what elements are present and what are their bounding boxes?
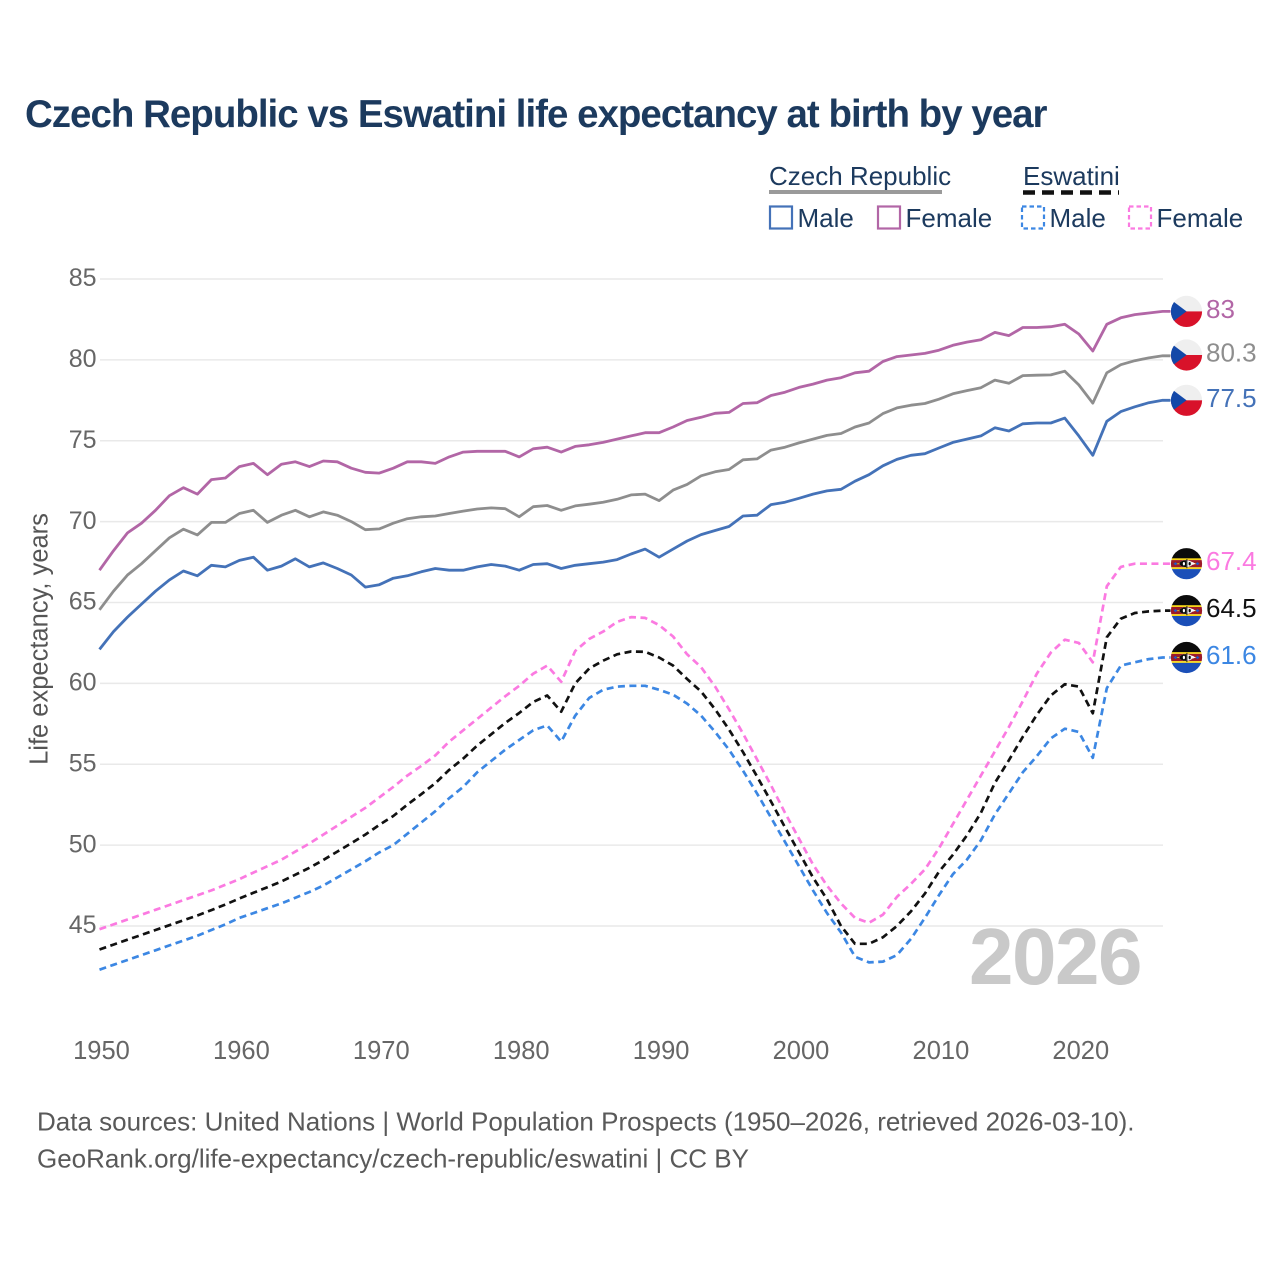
svg-text:Czech Republic vs Eswatini lif: Czech Republic vs Eswatini life expectan… [25, 93, 1048, 136]
svg-text:77.5: 77.5 [1206, 383, 1257, 413]
svg-text:75: 75 [69, 426, 97, 454]
svg-text:2010: 2010 [913, 1037, 970, 1065]
svg-text:67.4: 67.4 [1206, 546, 1257, 576]
svg-text:Female: Female [1157, 203, 1244, 233]
svg-text:Czech Republic: Czech Republic [769, 161, 951, 191]
svg-text:1980: 1980 [493, 1037, 550, 1065]
svg-text:Eswatini: Eswatini [1023, 161, 1120, 191]
svg-text:1970: 1970 [353, 1037, 410, 1065]
svg-text:2020: 2020 [1052, 1037, 1109, 1065]
svg-text:Male: Male [798, 203, 854, 233]
svg-text:Data sources: United Nations |: Data sources: United Nations | World Pop… [37, 1107, 1134, 1137]
svg-text:64.5: 64.5 [1206, 593, 1257, 623]
svg-text:2000: 2000 [773, 1037, 830, 1065]
svg-text:61.6: 61.6 [1206, 640, 1257, 670]
svg-text:83: 83 [1206, 294, 1235, 324]
svg-text:1950: 1950 [73, 1037, 130, 1065]
svg-text:55: 55 [69, 750, 97, 778]
svg-text:50: 50 [69, 830, 97, 858]
svg-text:70: 70 [69, 507, 97, 535]
svg-text:60: 60 [69, 669, 97, 697]
svg-text:65: 65 [69, 588, 97, 616]
svg-text:GeoRank.org/life-expectancy/cz: GeoRank.org/life-expectancy/czech-republ… [37, 1144, 749, 1174]
svg-text:80: 80 [69, 345, 97, 373]
svg-text:1990: 1990 [633, 1037, 690, 1065]
svg-text:45: 45 [69, 911, 97, 939]
svg-text:80.3: 80.3 [1206, 338, 1257, 368]
svg-text:85: 85 [69, 264, 97, 292]
svg-text:Male: Male [1050, 203, 1106, 233]
svg-text:2026: 2026 [969, 912, 1141, 1001]
svg-text:Female: Female [906, 203, 993, 233]
svg-text:Life expectancy, years: Life expectancy, years [26, 513, 54, 765]
svg-text:1960: 1960 [213, 1037, 270, 1065]
